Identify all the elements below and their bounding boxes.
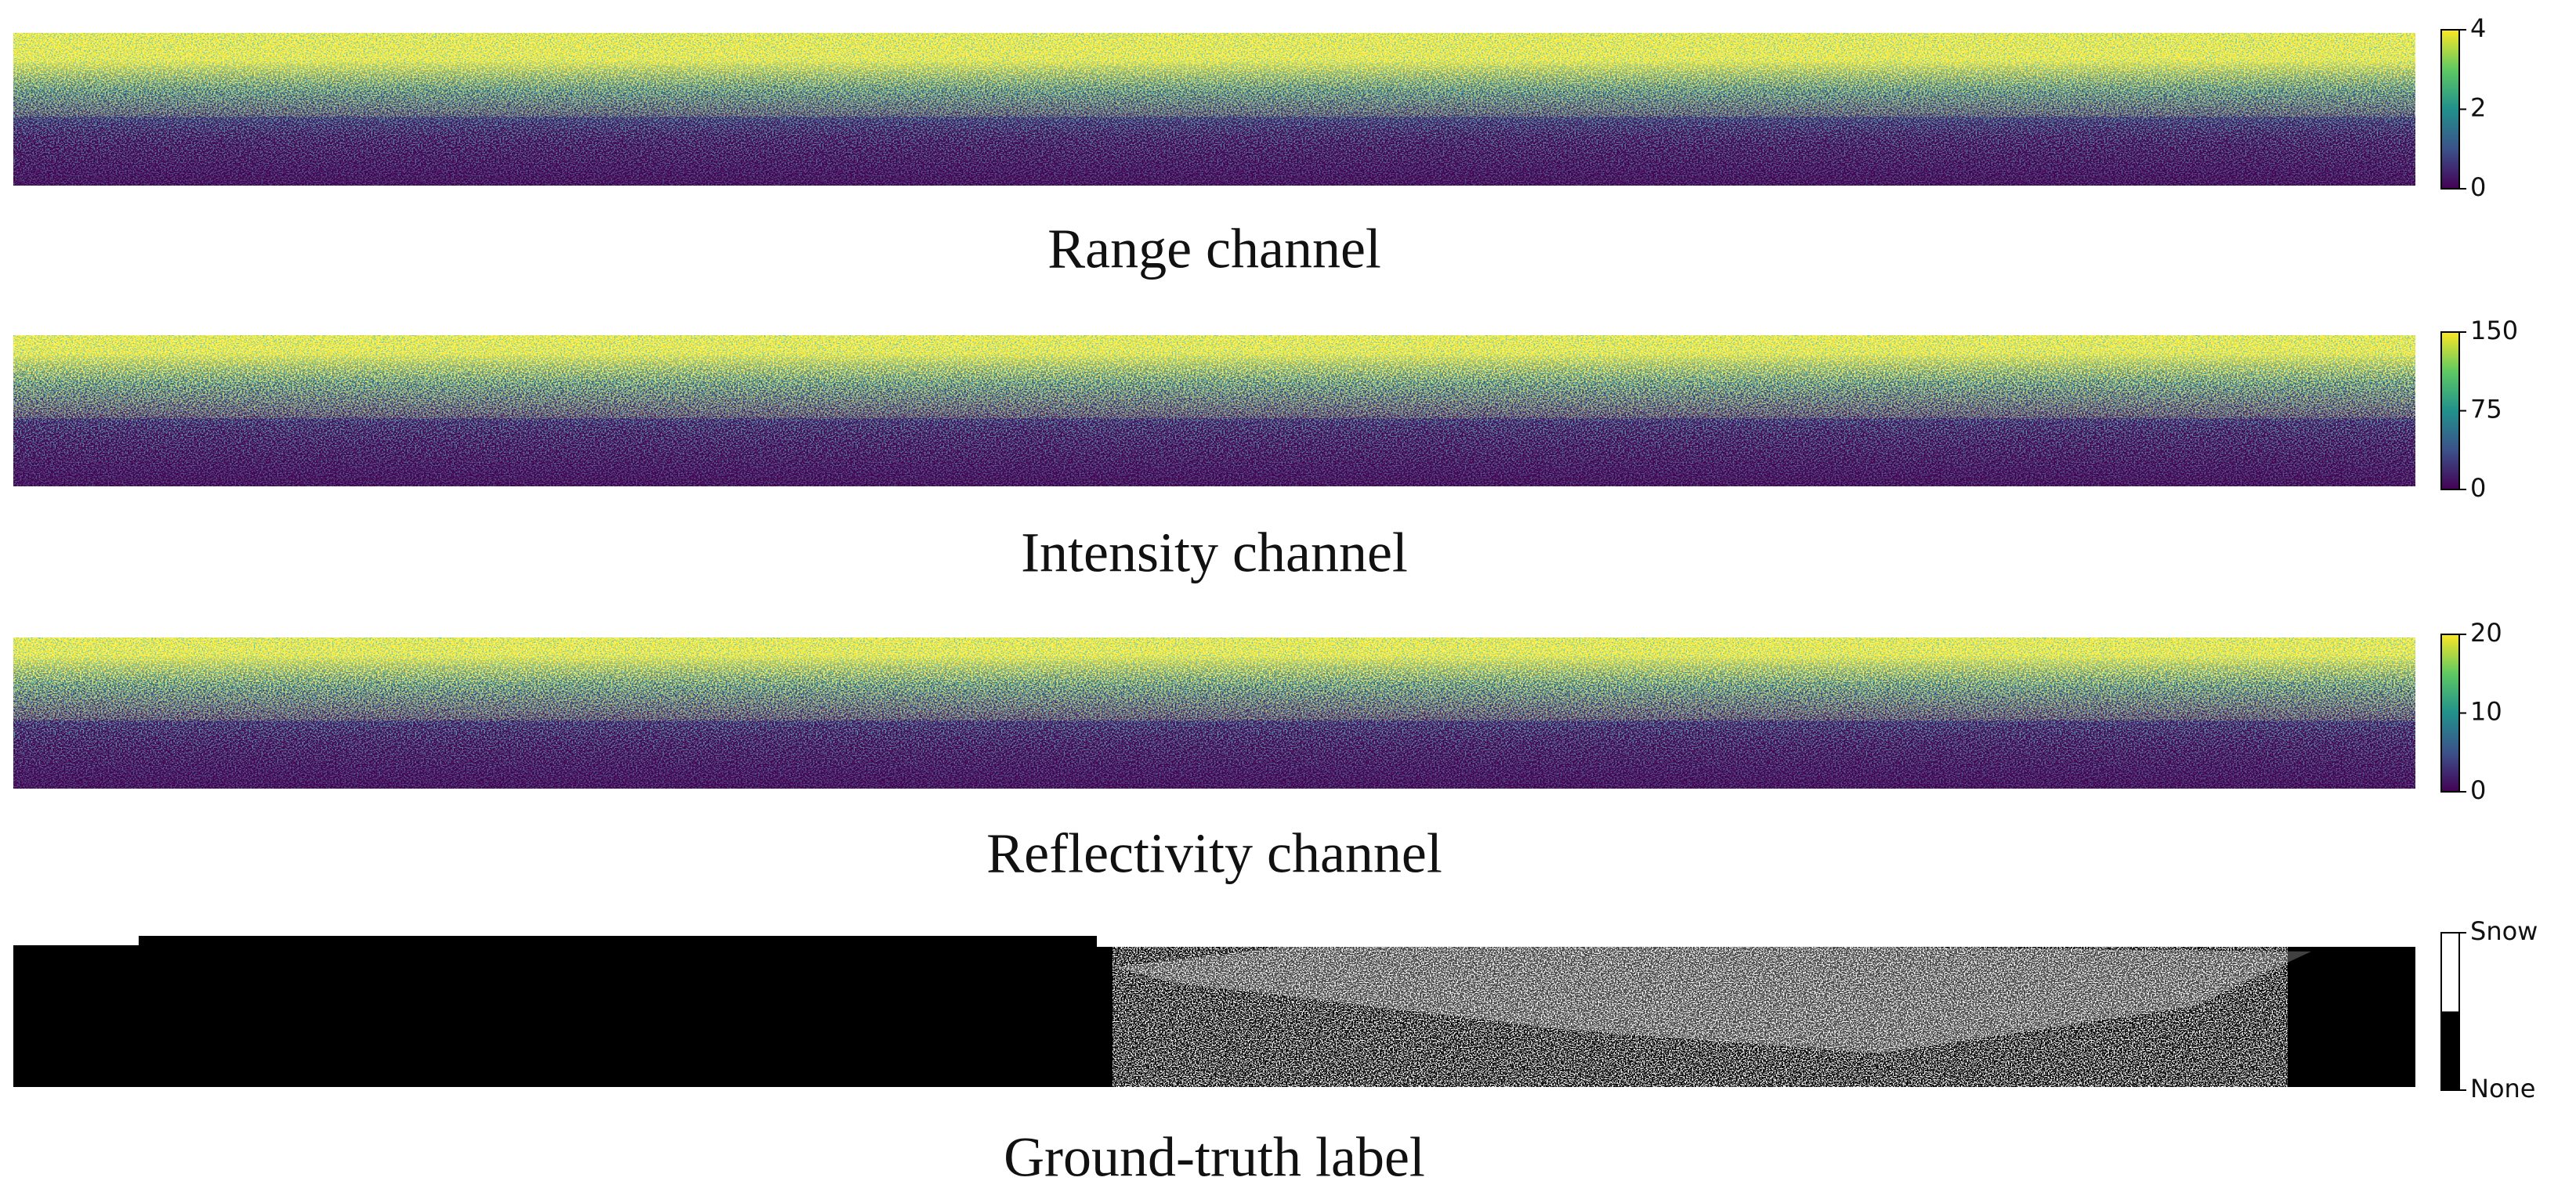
image-label-region <box>13 936 139 945</box>
colorbar-tick-label: 4 <box>2470 13 2486 43</box>
image-speckle <box>13 637 2415 721</box>
colorbar-tick-label: Snow <box>2470 916 2538 946</box>
colorbar-tick-label: 2 <box>2470 93 2486 123</box>
panel-caption: Reflectivity channel <box>986 822 1442 885</box>
colorbar-tick-label: 150 <box>2470 316 2518 345</box>
colorbar-tick-label: 0 <box>2470 172 2486 202</box>
image-speckle <box>13 335 2415 419</box>
image-speckle <box>1113 936 2288 1087</box>
colorbar <box>2441 30 2459 189</box>
colorbar <box>2441 332 2459 489</box>
panel-caption: Range channel <box>1047 218 1381 280</box>
colorbar-tick-label: 10 <box>2470 697 2502 727</box>
panel-caption: Intensity channel <box>1021 522 1408 584</box>
panel-caption: Ground-truth label <box>1004 1126 1425 1189</box>
image-speckle <box>13 33 2415 117</box>
colorbar-tick-label: None <box>2470 1074 2535 1103</box>
colorbar <box>2441 634 2459 792</box>
colorbar-tick-label: 0 <box>2470 775 2486 805</box>
colorbar-tick-label: 75 <box>2470 395 2502 424</box>
colorbar-tick-label: 0 <box>2470 473 2486 503</box>
colorbar-segment <box>2441 933 2459 1012</box>
colorbar-frame <box>2440 932 2460 1091</box>
colorbar-tick-label: 20 <box>2470 618 2502 648</box>
colorbar-segment <box>2441 1011 2459 1090</box>
